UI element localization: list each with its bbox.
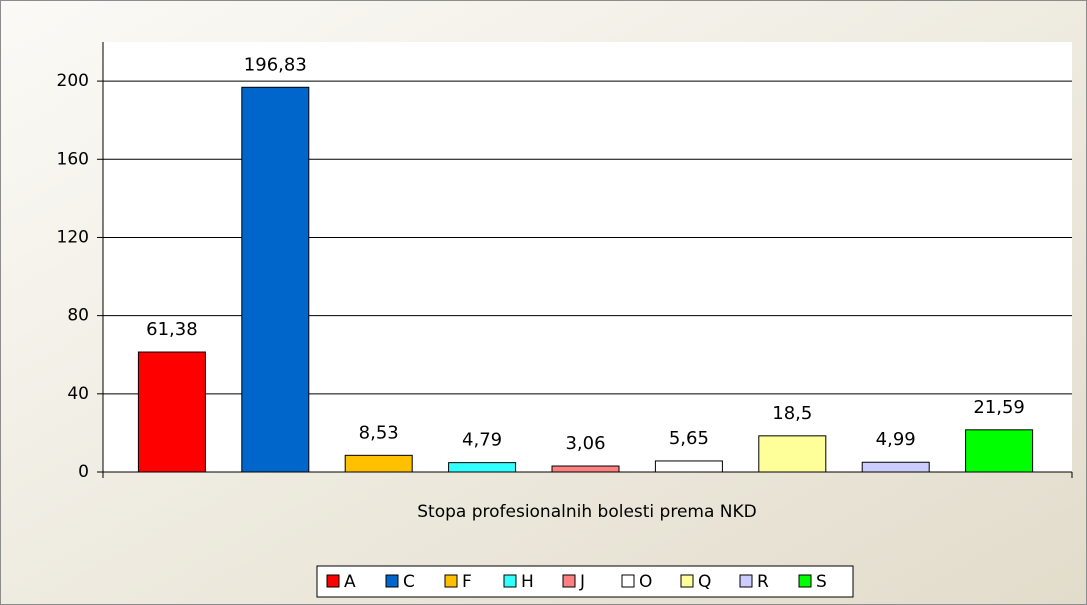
legend-label: R — [757, 572, 769, 592]
legend-swatch — [385, 574, 399, 588]
x-axis-label: Stopa profesionalnih bolesti prema NKD — [417, 502, 757, 522]
legend — [316, 565, 854, 598]
legend-swatch — [798, 574, 812, 588]
legend-swatch — [739, 574, 753, 588]
bar — [448, 462, 517, 473]
y-tick-label: 0 — [78, 462, 89, 482]
data-label: 196,83 — [244, 54, 307, 75]
legend-label: A — [344, 572, 356, 592]
data-label: 4,79 — [462, 430, 502, 451]
legend-label: Q — [698, 572, 711, 592]
legend-swatch — [444, 574, 458, 588]
legend-label: C — [403, 572, 415, 592]
y-tick-label: 80 — [67, 306, 89, 326]
legend-swatch — [503, 574, 517, 588]
bar — [758, 435, 827, 473]
bar — [551, 465, 620, 473]
legend-label: F — [462, 572, 472, 592]
data-label: 3,06 — [565, 433, 605, 454]
data-label: 8,53 — [359, 422, 399, 443]
y-tick-label: 40 — [67, 384, 89, 404]
data-label: 21,59 — [973, 397, 1025, 418]
legend-swatch — [326, 574, 340, 588]
legend-label: H — [521, 572, 534, 592]
legend-swatch — [562, 574, 576, 588]
legend-label: J — [579, 572, 585, 592]
bar — [965, 429, 1034, 473]
bar — [137, 351, 206, 473]
bar — [861, 461, 930, 473]
data-label: 5,65 — [669, 428, 709, 449]
data-label: 4,99 — [876, 429, 916, 450]
legend-swatch — [680, 574, 694, 588]
legend-label: S — [816, 572, 827, 592]
data-label: 18,5 — [772, 403, 812, 424]
bar — [654, 460, 723, 473]
y-tick-label: 200 — [57, 71, 89, 91]
bar — [344, 454, 413, 473]
legend-label: O — [639, 572, 652, 592]
y-tick-label: 120 — [57, 227, 89, 247]
data-label: 61,38 — [146, 319, 198, 340]
bar — [241, 86, 310, 473]
legend-swatch — [621, 574, 635, 588]
y-tick-label: 160 — [57, 149, 89, 169]
